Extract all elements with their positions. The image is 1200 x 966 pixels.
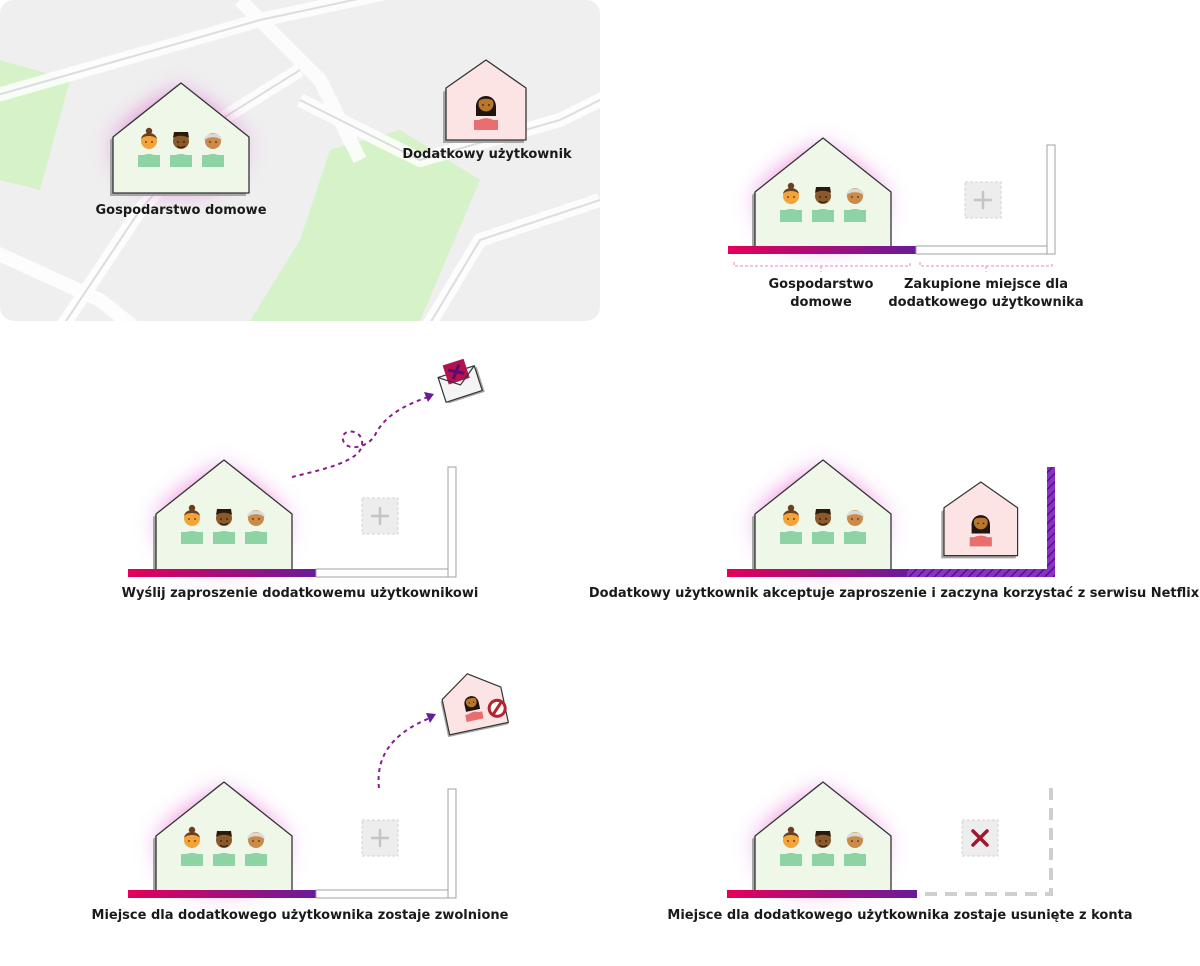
household-house-icon — [751, 780, 891, 895]
plus-icon — [963, 180, 1003, 220]
accept-caption: Dodatkowy użytkownik akceptuje zaproszen… — [589, 586, 1200, 601]
household-house-icon — [751, 136, 891, 251]
release-panel: Miejsce dla dodatkowego użytkownika zost… — [92, 673, 509, 923]
household-house-icon — [152, 780, 292, 895]
intro-panel: Gospodarstwo domowe Dodatkowy użytkownik — [0, 0, 600, 321]
plus-icon — [360, 818, 400, 858]
household-bar — [728, 246, 916, 254]
invite-caption: Wyślij zaproszenie dodatkowemu użytkowni… — [122, 586, 479, 601]
accept-panel: Dodatkowy użytkownik akceptuje zaproszen… — [589, 458, 1200, 601]
slot-label-line1: Zakupione miejsce dla — [904, 277, 1068, 292]
slot-label-line2: dodatkowego użytkownika — [888, 295, 1083, 310]
release-path-arrow — [377, 717, 431, 789]
blocked-extra-user-icon — [440, 673, 509, 738]
remove-caption: Miejsce dla dodatkowego użytkownika zost… — [667, 908, 1132, 923]
invite-path-arrow — [291, 396, 429, 478]
slot-wall — [1046, 144, 1056, 255]
household-label-line1: Gospodarstwo — [769, 277, 874, 292]
envelope-icon — [437, 358, 485, 404]
slot-panel: Gospodarstwo domowe Zakupione miejsce dl… — [728, 136, 1084, 310]
release-caption: Miejsce dla dodatkowego użytkownika zost… — [92, 908, 509, 923]
remove-panel: Miejsce dla dodatkowego użytkownika zost… — [667, 780, 1133, 923]
plus-icon — [360, 496, 400, 536]
extra-user-label: Dodatkowy użytkownik — [402, 147, 572, 162]
household-label: Gospodarstwo domowe — [95, 203, 266, 218]
household-label-line2: domowe — [790, 295, 852, 310]
remove-x-icon — [961, 819, 999, 857]
removed-slot-outline — [925, 788, 1053, 896]
extra-user-house-icon — [941, 482, 1017, 558]
household-house-icon — [152, 458, 292, 573]
slot-bar — [915, 245, 1055, 255]
invite-panel: Wyślij zaproszenie dodatkowemu użytkowni… — [122, 358, 485, 601]
household-house-icon — [751, 458, 891, 573]
occupied-slot-bar — [907, 569, 1055, 577]
